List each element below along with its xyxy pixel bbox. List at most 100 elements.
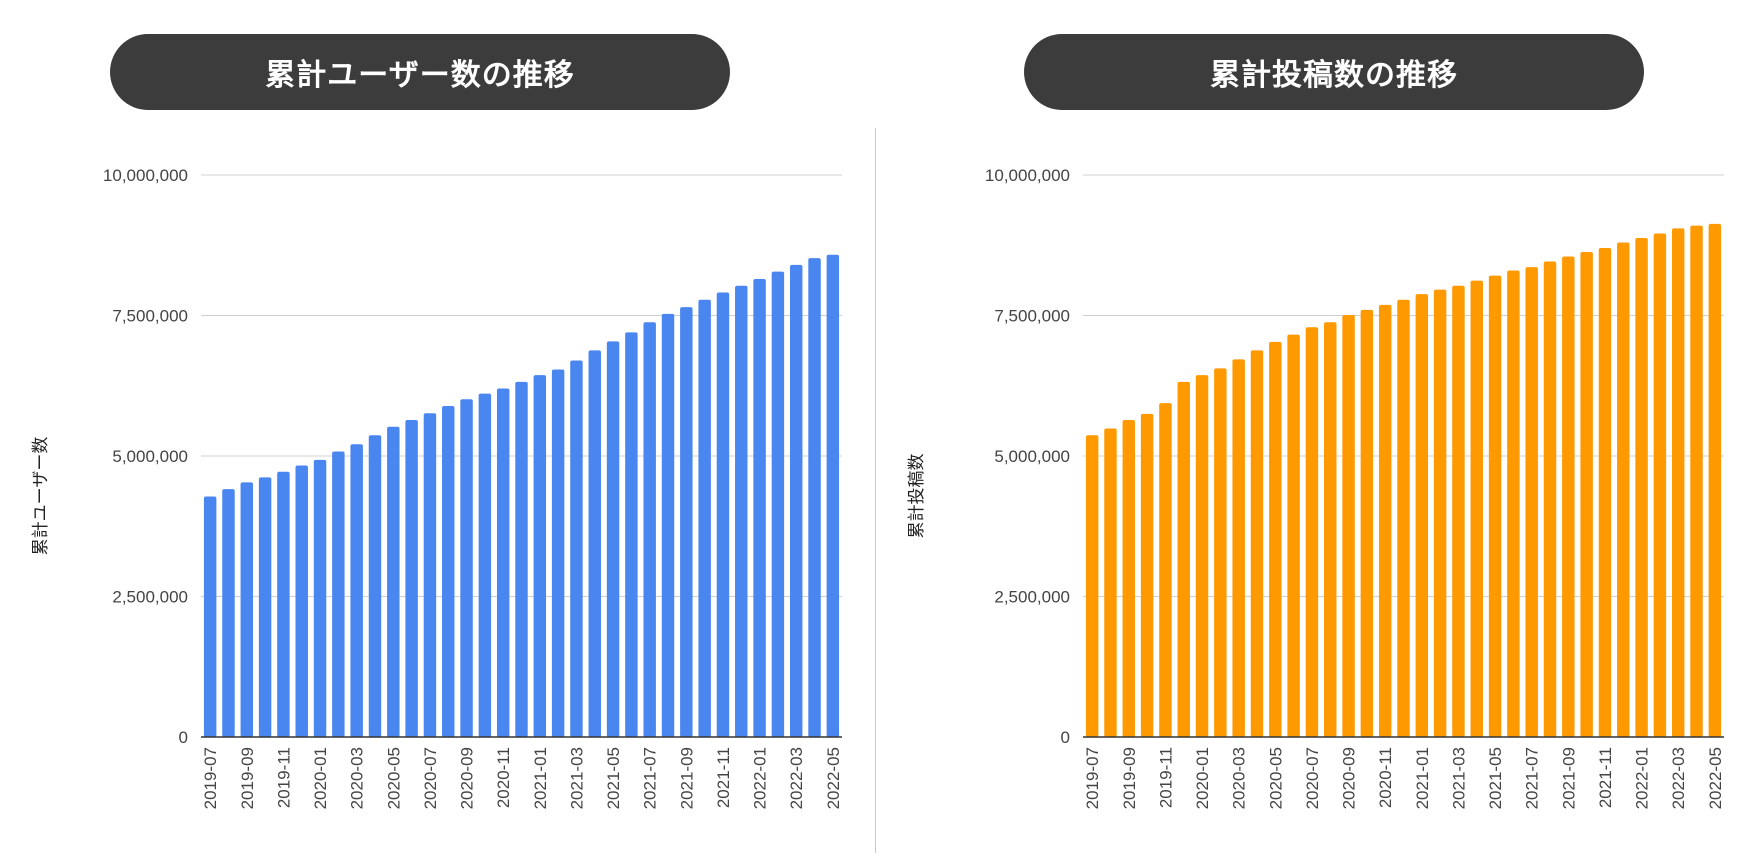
bar	[368, 435, 382, 737]
x-tick-label: 2020-11	[1376, 747, 1395, 808]
bar	[1305, 327, 1319, 737]
y-tick-label: 5,000,000	[994, 447, 1070, 466]
y-tick-label: 0	[179, 728, 188, 747]
bar	[826, 254, 840, 737]
bar	[405, 420, 418, 737]
bar	[1250, 350, 1264, 737]
bar	[1433, 289, 1447, 737]
bar	[515, 381, 528, 737]
bar	[1195, 375, 1209, 737]
x-tick-label: 2020-11	[494, 747, 513, 808]
bar	[1287, 334, 1300, 737]
bar	[258, 477, 272, 737]
x-tick-label: 2021-05	[604, 747, 623, 809]
bar	[1378, 304, 1392, 737]
x-tick-label: 2021-03	[567, 747, 586, 809]
y-tick-label: 5,000,000	[112, 447, 188, 466]
bar	[1708, 223, 1722, 738]
bar	[478, 393, 492, 737]
x-tick-label: 2021-09	[1559, 747, 1578, 809]
x-tick-label: 2019-09	[238, 747, 257, 809]
bar	[1324, 322, 1337, 737]
y-tick-label: 10,000,000	[985, 166, 1070, 185]
bar	[643, 322, 656, 737]
x-tick-label: 2020-05	[1266, 747, 1285, 809]
bar	[1415, 294, 1429, 737]
users-bar-chart: 0 2,500,000 5,000,000 7,500,000 10,000,000 20…	[31, 166, 843, 809]
bar	[1671, 228, 1685, 737]
x-tick-label: 2021-09	[677, 747, 696, 809]
bar	[1214, 368, 1227, 737]
posts-bar-chart: 0 2,500,000 5,000,000 7,500,000 10,000,000 20…	[907, 166, 1725, 809]
x-tick-label: 2020-07	[421, 747, 440, 809]
x-tick-label: 2019-09	[1120, 747, 1139, 809]
x-tick-label: 2020-03	[348, 747, 367, 809]
x-tick-label: 2022-01	[1633, 747, 1652, 809]
bar	[1690, 225, 1703, 737]
x-tick-label: 2021-03	[1449, 747, 1468, 809]
bar	[1507, 270, 1520, 737]
bar	[716, 292, 730, 737]
bar	[661, 313, 675, 737]
users-chart-title: 累計ユーザー数の推移	[110, 34, 730, 110]
bar	[606, 341, 620, 737]
bar	[332, 451, 345, 737]
y-tick-label: 10,000,000	[103, 166, 188, 185]
y-tick-label: 2,500,000	[994, 588, 1070, 607]
bar	[1525, 267, 1538, 737]
bar	[551, 369, 565, 737]
bar	[1159, 403, 1172, 737]
bar	[735, 285, 748, 737]
x-tick-label: 2020-01	[1193, 747, 1212, 809]
x-tick-label: 2021-01	[531, 747, 550, 809]
bar	[1360, 309, 1374, 737]
x-tick-label: 2021-11	[714, 747, 733, 808]
y-tick-label: 7,500,000	[112, 307, 188, 326]
y-tick-label: 0	[1061, 728, 1070, 747]
x-tick-label: 2022-05	[824, 747, 843, 809]
bar	[1177, 381, 1190, 737]
posts-chart-panel: 累計投稿数の推移 0 2,500,000 5,000,000 7,500,000 10,…	[875, 0, 1750, 856]
y-axis-label: 累計投稿数	[907, 454, 927, 539]
y-tick-label: 7,500,000	[994, 307, 1070, 326]
bar	[1397, 299, 1410, 737]
bar	[570, 360, 583, 737]
bar	[680, 307, 693, 737]
bar	[698, 299, 711, 737]
bar	[1488, 275, 1502, 737]
x-tick-label: 2022-03	[787, 747, 806, 809]
bar	[295, 465, 308, 737]
bar	[313, 459, 327, 737]
x-tick-label: 2021-11	[1596, 747, 1615, 808]
bar	[1085, 435, 1099, 737]
y-tick-label: 2,500,000	[112, 588, 188, 607]
bar	[1653, 233, 1667, 737]
bar	[203, 496, 217, 737]
bar	[1598, 248, 1612, 737]
users-chart-panel: 累計ユーザー数の推移 0 2,500,000 5,000,000 7,500,000 1…	[31, 34, 843, 809]
x-tick-label: 2021-01	[1413, 747, 1432, 809]
x-tick-label: 2019-07	[201, 747, 220, 809]
x-tick-label: 2019-11	[1156, 747, 1175, 808]
bar	[1342, 314, 1355, 737]
x-tick-label: 2019-11	[274, 747, 293, 808]
panel-divider	[875, 128, 876, 853]
bar	[588, 350, 601, 737]
x-tick-label: 2021-07	[641, 747, 660, 809]
x-tick-label: 2020-03	[1230, 747, 1249, 809]
bar	[1232, 359, 1245, 737]
bar	[753, 278, 766, 737]
bar	[808, 258, 821, 737]
x-tick-label: 2021-07	[1523, 747, 1542, 809]
bar	[240, 482, 254, 737]
bar	[1470, 280, 1483, 737]
bar	[1635, 237, 1648, 737]
bar	[771, 271, 785, 737]
x-tick-label: 2020-01	[311, 747, 330, 809]
bar	[1562, 256, 1575, 737]
posts-chart-title: 累計投稿数の推移	[1024, 34, 1644, 110]
x-tick-label: 2020-05	[384, 747, 403, 809]
bar	[625, 332, 638, 737]
bar	[222, 489, 235, 737]
bar	[442, 405, 455, 737]
